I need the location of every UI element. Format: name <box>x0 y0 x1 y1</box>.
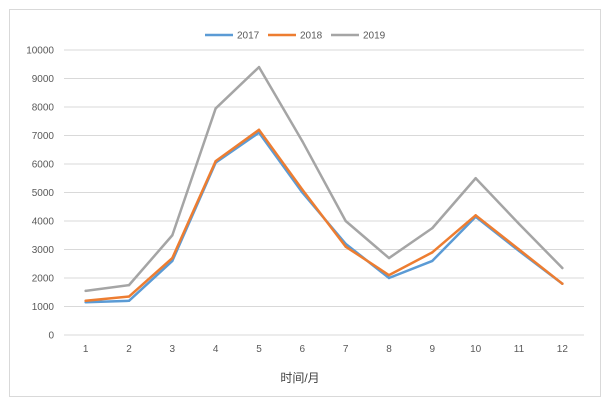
x-tick-label: 1 <box>83 344 89 355</box>
data-point-2017-3 <box>171 259 174 263</box>
y-tick-label: 7000 <box>32 131 55 142</box>
x-tick-label: 12 <box>557 344 569 355</box>
series-line-2019 <box>84 65 564 293</box>
x-axis-ticks: 1 2 3 4 5 6 7 8 9 10 11 12 <box>83 344 568 355</box>
data-point-2019-10 <box>474 177 477 180</box>
data-point-2019-9 <box>431 226 434 230</box>
data-point-2018-6 <box>301 188 304 191</box>
x-tick-label: 2 <box>126 344 132 355</box>
chart-frame <box>9 9 601 397</box>
data-point-2019-12 <box>561 266 564 270</box>
legend-item-2018: 2018 <box>268 31 323 42</box>
legend-item-2017: 2017 <box>205 31 260 42</box>
data-point-2018-2 <box>127 295 131 298</box>
data-point-2019-4 <box>214 107 217 110</box>
data-point-2019-2 <box>127 283 131 287</box>
y-tick-label: 10000 <box>26 46 54 57</box>
x-tick-label: 6 <box>300 344 306 355</box>
data-point-2017-9 <box>431 259 434 263</box>
data-point-2019-6 <box>301 140 304 143</box>
legend-item-2019: 2019 <box>331 31 386 42</box>
data-point-2018-9 <box>431 251 434 254</box>
legend-label: 2018 <box>300 31 323 42</box>
data-point-2018-11 <box>517 248 521 251</box>
legend-label: 2019 <box>363 31 386 42</box>
data-point-2018-3 <box>171 256 174 260</box>
data-point-2018-1 <box>84 299 87 302</box>
legend-label: 2017 <box>237 31 260 42</box>
x-tick-label: 8 <box>386 344 392 355</box>
y-tick-label: 6000 <box>32 160 55 171</box>
y-tick-label: 5000 <box>32 188 55 199</box>
x-tick-label: 11 <box>514 344 525 355</box>
x-tick-label: 10 <box>470 344 482 355</box>
y-tick-label: 2000 <box>32 274 55 285</box>
data-point-2019-7 <box>344 219 347 223</box>
y-tick-label: 4000 <box>32 217 55 228</box>
y-tick-label: 0 <box>48 331 54 342</box>
x-tick-label: 4 <box>213 344 219 355</box>
series-line-2018 <box>84 128 564 303</box>
data-point-2017-2 <box>127 299 131 302</box>
series-lines <box>84 65 564 304</box>
data-point-2019-3 <box>171 234 174 237</box>
x-axis-title: 时间/月 <box>280 371 319 385</box>
data-point-2018-8 <box>387 273 391 277</box>
data-point-2018-4 <box>214 159 217 163</box>
data-point-2019-5 <box>257 65 261 69</box>
x-tick-label: 5 <box>256 344 262 355</box>
data-point-2019-1 <box>84 289 87 293</box>
y-tick-label: 3000 <box>32 245 55 256</box>
data-point-2018-10 <box>474 214 477 217</box>
data-point-2017-8 <box>387 276 391 280</box>
data-point-2019-8 <box>387 256 391 260</box>
y-axis-ticks: 0 1000 2000 3000 4000 5000 6000 7000 8000 9000 100… <box>26 46 54 342</box>
data-point-2019-11 <box>517 222 521 226</box>
data-point-2018-5 <box>257 128 261 131</box>
y-tick-label: 9000 <box>32 74 55 85</box>
x-tick-label: 3 <box>170 344 176 355</box>
x-tick-label: 9 <box>430 344 436 355</box>
y-tick-label: 1000 <box>32 302 55 313</box>
y-tick-label: 8000 <box>32 103 55 114</box>
data-point-2018-12 <box>561 282 564 285</box>
x-tick-label: 7 <box>343 344 349 355</box>
gridlines <box>64 49 584 336</box>
legend: 2017 2018 2019 <box>205 31 386 42</box>
data-point-2018-7 <box>344 245 347 248</box>
